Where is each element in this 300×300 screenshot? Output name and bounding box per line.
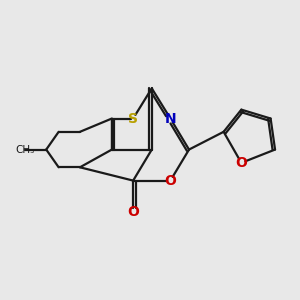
Text: O: O — [164, 174, 176, 188]
Text: O: O — [127, 205, 139, 219]
Text: N: N — [165, 112, 176, 125]
Text: O: O — [236, 156, 247, 170]
Text: CH₃: CH₃ — [15, 145, 34, 154]
Text: S: S — [128, 112, 138, 125]
